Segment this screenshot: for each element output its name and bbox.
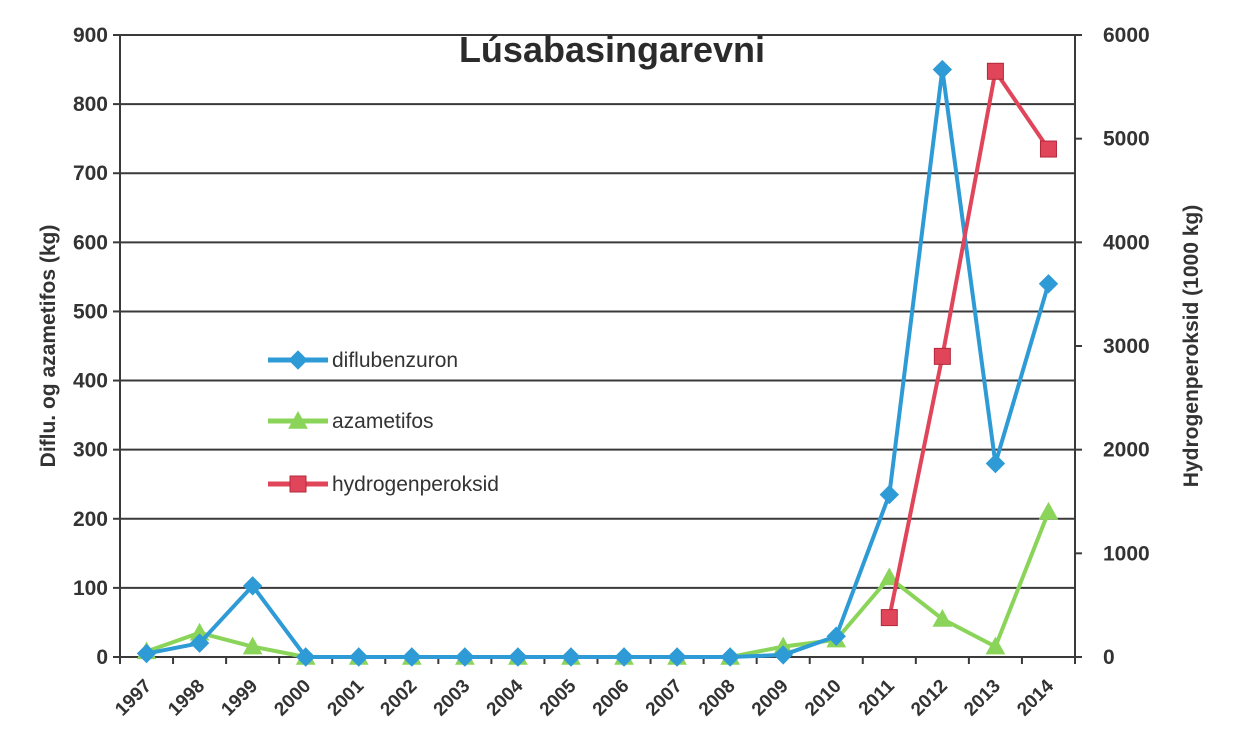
data-point [985, 453, 1006, 474]
right-axis-title: Hydrogenperoksid (1000 kg) [1180, 205, 1203, 487]
right-tick-label: 1000 [1103, 542, 1150, 565]
data-point [508, 647, 528, 667]
data-point [1038, 274, 1059, 294]
legend-marker [289, 475, 307, 493]
left-tick-label: 800 [73, 93, 108, 116]
left-tick-label: 700 [73, 162, 108, 185]
left-tick-label: 0 [96, 646, 108, 669]
data-point [242, 576, 263, 596]
data-point [932, 59, 953, 80]
left-tick-label: 900 [73, 24, 108, 47]
data-point [879, 484, 900, 505]
right-tick-label: 6000 [1103, 24, 1150, 47]
x-tick-label: 2014 [1013, 675, 1058, 720]
data-point [402, 647, 422, 667]
x-tick-label: 2002 [377, 676, 422, 721]
data-point [667, 647, 687, 667]
legend-item-hydrogenperoksid: hydrogenperoksid [268, 473, 499, 496]
left-tick-label: 100 [73, 577, 108, 600]
data-point [932, 608, 953, 627]
x-tick-label: 1997 [111, 676, 156, 721]
data-point [720, 647, 740, 667]
legend-item-diflubenzuron: diflubenzuron [268, 349, 458, 372]
left-tick-label: 300 [73, 439, 108, 462]
data-point [295, 647, 316, 667]
right-axis-ticks: 0 1000 2000 3000 4000 5000 6000 [1075, 24, 1150, 669]
right-tick-label: 4000 [1103, 231, 1150, 254]
series-diflubenzuron [136, 59, 1059, 667]
right-tick-label: 0 [1103, 646, 1115, 669]
legend: diflubenzuron azametifos hydrogenperoksid [268, 349, 499, 496]
x-tick-label: 2012 [907, 676, 952, 721]
data-point [986, 62, 1004, 80]
left-tick-label: 500 [73, 300, 108, 323]
legend-label: azametifos [332, 410, 434, 433]
legend-marker [288, 350, 308, 370]
data-point [455, 647, 475, 667]
data-point [773, 645, 793, 665]
data-point [933, 347, 951, 365]
left-tick-label: 600 [73, 231, 108, 254]
right-tick-label: 3000 [1103, 335, 1150, 358]
data-point [614, 647, 634, 667]
legend-marker [288, 410, 308, 429]
series-hydrogenperoksid [880, 62, 1057, 627]
series-azametifos [136, 501, 1059, 665]
x-axis-ticks: 1997 1998 1999 2000 2001 2002 2003 2004 2005 2006… [111, 657, 1076, 721]
legend-item-azametifos: azametifos [268, 410, 434, 433]
data-point [879, 567, 900, 586]
series [136, 59, 1059, 667]
x-tick-label: 2011 [855, 675, 899, 719]
series-line [145, 511, 1051, 659]
data-point [1038, 501, 1059, 520]
x-tick-label: 2008 [695, 676, 740, 721]
right-tick-label: 2000 [1103, 439, 1150, 462]
x-tick-label: 2006 [589, 676, 634, 721]
data-point [349, 647, 369, 667]
series-line [887, 69, 1051, 619]
legend-label: hydrogenperoksid [332, 473, 499, 496]
x-tick-label: 2003 [430, 676, 475, 721]
chart-title: Lúsabasingarevni [459, 29, 765, 70]
x-tick-label: 2010 [801, 676, 846, 721]
data-point [1039, 140, 1057, 158]
x-tick-label: 2005 [536, 675, 581, 720]
left-tick-label: 400 [73, 370, 108, 393]
x-tick-label: 2000 [270, 676, 315, 721]
legend-label: diflubenzuron [332, 349, 458, 372]
x-tick-label: 1998 [164, 676, 209, 721]
left-tick-label: 200 [73, 508, 108, 531]
data-point [985, 636, 1006, 655]
x-tick-label: 1999 [217, 676, 262, 721]
axes [119, 35, 1076, 657]
x-tick-label: 2007 [642, 676, 687, 721]
data-point [561, 647, 581, 667]
series-line [146, 67, 1051, 659]
right-tick-label: 5000 [1103, 128, 1150, 151]
left-axis-title: Diflu. og azametifos (kg) [37, 225, 60, 468]
data-point [136, 643, 157, 664]
data-point [189, 633, 210, 653]
data-point [826, 626, 846, 646]
gridlines [120, 34, 1075, 658]
x-tick-label: 2004 [483, 675, 528, 720]
x-tick-label: 2001 [324, 675, 369, 720]
data-point [242, 636, 263, 655]
data-point [880, 609, 898, 627]
x-tick-label: 2009 [748, 676, 793, 721]
x-tick-label: 2013 [960, 676, 1005, 721]
left-axis-ticks: 0 100 200 300 400 500 600 700 800 900 [73, 24, 120, 669]
